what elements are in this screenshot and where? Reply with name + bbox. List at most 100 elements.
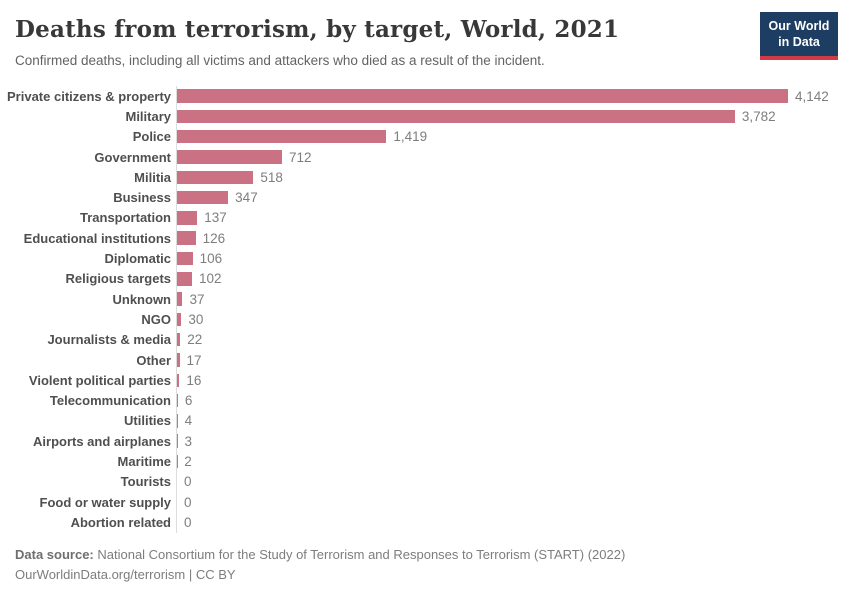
chart-row: Tourists 0 [0, 471, 850, 492]
bar-zone: 0 [176, 471, 850, 492]
chart-row: Utilities 4 [0, 410, 850, 432]
value-label: 712 [289, 149, 312, 165]
value-label: 22 [187, 332, 203, 348]
bar[interactable] [177, 170, 254, 185]
chart-row: NGO 30 [0, 309, 850, 330]
chart-row: Journalists & media 22 [0, 329, 850, 350]
chart-footer: Data source: National Consortium for the… [15, 545, 625, 585]
bar-zone: 4,142 [176, 86, 850, 107]
bar[interactable] [177, 414, 178, 428]
chart-row: Diplomatic 106 [0, 248, 850, 269]
bar[interactable] [177, 292, 183, 306]
bar-zone: 137 [176, 207, 850, 229]
bar[interactable] [177, 353, 180, 367]
value-label: 1,419 [393, 129, 428, 145]
bar[interactable] [177, 231, 196, 245]
owid-logo-line1: Our World [768, 19, 830, 33]
category-label: Maritime [117, 453, 171, 469]
owid-logo-line2: in Data [778, 35, 820, 50]
bar-zone: 30 [176, 309, 850, 330]
category-label: Transportation [79, 210, 171, 226]
bar-zone: 518 [176, 167, 850, 188]
value-label: 518 [260, 169, 283, 185]
category-label: Food or water supply [39, 494, 171, 510]
chart-row: Other 17 [0, 349, 850, 371]
chart-row: Educational institutions 126 [0, 228, 850, 249]
category-label: Journalists & media [47, 332, 171, 348]
chart-row: Police 1,419 [0, 126, 850, 147]
value-label: 37 [189, 291, 205, 307]
bar-zone: 102 [176, 268, 850, 289]
bar-zone: 712 [176, 146, 850, 168]
category-label: Unknown [112, 291, 172, 307]
category-label: Violent political parties [28, 372, 171, 388]
chart-row: Unknown 37 [0, 288, 850, 310]
category-label: Military [125, 108, 171, 124]
bar[interactable] [177, 190, 229, 205]
value-label: 3 [184, 433, 192, 449]
value-label: 16 [186, 372, 202, 388]
value-label: 3,782 [741, 108, 776, 124]
value-label: 2 [184, 453, 192, 469]
bar[interactable] [177, 109, 735, 124]
bar-zone: 22 [176, 329, 850, 350]
category-label: Business [113, 190, 171, 206]
chart-row: Violent political parties 16 [0, 370, 850, 391]
category-label: Diplomatic [104, 251, 171, 267]
value-label: 4,142 [795, 88, 829, 104]
bar[interactable] [177, 211, 198, 225]
bar-zone: 4 [176, 410, 850, 432]
value-label: 126 [202, 230, 226, 246]
chart-title: Deaths from terrorism, by target, World,… [15, 16, 620, 43]
bar-zone: 0 [176, 512, 850, 533]
category-label: Abortion related [70, 514, 171, 530]
chart-row: Maritime 2 [0, 451, 850, 472]
value-label: 6 [184, 393, 193, 409]
chart-row: Business 347 [0, 187, 850, 208]
bar-chart: Private citizens & property 4,142 Military… [0, 86, 850, 533]
category-label: Militia [134, 169, 171, 185]
bar[interactable] [177, 332, 181, 347]
category-label: Educational institutions [23, 230, 171, 246]
bar-zone: 126 [176, 228, 850, 249]
chart-row: Food or water supply 0 [0, 491, 850, 513]
category-label: Tourists [120, 474, 171, 490]
category-label: NGO [141, 311, 171, 327]
bar[interactable] [177, 373, 180, 388]
bar-zone: 3,782 [176, 106, 850, 127]
bar-zone: 17 [176, 349, 850, 371]
value-label: 106 [199, 251, 223, 267]
owid-logo[interactable]: Our World in Data [760, 12, 838, 60]
bar[interactable] [177, 393, 178, 408]
category-label: Private citizens & property [7, 88, 171, 104]
chart-rows: Private citizens & property 4,142 Military… [0, 86, 850, 533]
data-source-text: National Consortium for the Study of Ter… [93, 547, 626, 562]
bar-zone: 2 [176, 451, 850, 472]
chart-row: Militia 518 [0, 167, 850, 188]
bar-zone: 1,419 [176, 126, 850, 147]
category-label: Telecommunication [49, 393, 171, 409]
data-source-line: Data source: National Consortium for the… [15, 545, 625, 565]
bar-zone: 6 [176, 390, 850, 411]
value-label: 137 [204, 210, 227, 226]
category-label: Utilities [124, 413, 171, 429]
chart-row: Private citizens & property 4,142 [0, 86, 850, 107]
bar-zone: 347 [176, 187, 850, 208]
bar[interactable] [177, 251, 193, 266]
chart-row: Abortion related 0 [0, 512, 850, 533]
bar[interactable] [177, 150, 283, 164]
category-label: Government [94, 149, 171, 165]
bar[interactable] [177, 272, 193, 286]
bar-zone: 0 [176, 491, 850, 513]
attribution-line: OurWorldinData.org/terrorism | CC BY [15, 567, 236, 582]
category-label: Other [136, 352, 171, 368]
chart-row: Military 3,782 [0, 106, 850, 127]
data-source-label: Data source: [15, 547, 94, 562]
chart-row: Transportation 137 [0, 207, 850, 229]
bar[interactable] [177, 312, 182, 327]
value-label: 30 [188, 311, 204, 327]
bar-zone: 106 [176, 248, 850, 269]
bar[interactable] [177, 89, 788, 103]
bar[interactable] [177, 129, 387, 144]
